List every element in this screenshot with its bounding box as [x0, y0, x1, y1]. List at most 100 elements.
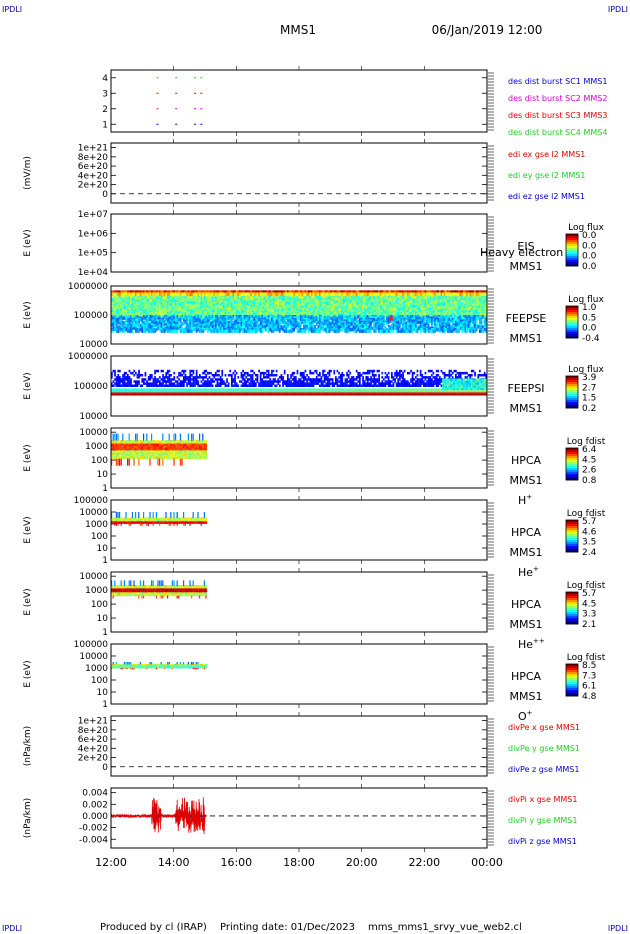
spectrogram-cell: [186, 292, 188, 297]
spectrogram-cell: [263, 292, 265, 297]
spectrogram-cell: [163, 292, 166, 297]
spectrogram-cell: [368, 290, 371, 294]
spectrogram-cell: [149, 329, 152, 333]
spectrogram-cell: [277, 325, 280, 329]
spectrogram-cell: [362, 329, 364, 333]
spectrogram-cell: [387, 290, 390, 294]
spectrogram-cell: [123, 290, 126, 294]
spectrogram-cell: [424, 292, 427, 297]
spectrogram-cell: [187, 326, 190, 330]
spectrogram-cell: [371, 292, 374, 297]
spectrogram-cell: [194, 316, 196, 320]
spectrogram-cell: [424, 322, 427, 326]
spectrogram-cell: [354, 290, 356, 294]
spectrogram-cell: [400, 290, 403, 294]
spectrogram-cell: [170, 322, 172, 326]
spectrogram-cell: [298, 292, 300, 297]
spectrogram-cell: [117, 320, 120, 325]
spectrogram-cell: [160, 317, 163, 322]
spectrogram-cell: [125, 316, 128, 320]
spectrogram-cell: [223, 292, 225, 297]
spectrogram-cell: [405, 292, 408, 297]
spectrogram-cell: [410, 315, 412, 319]
spectrogram-cell: [242, 317, 244, 322]
spectrogram-cell: [202, 315, 204, 319]
spectrogram-cell: [415, 322, 417, 326]
spectrogram-cell: [149, 325, 152, 329]
spectrogram-cell: [139, 292, 142, 297]
spectrogram-cell: [258, 292, 260, 297]
spectrogram-cell: [178, 320, 180, 325]
spectrogram-cell: [255, 315, 257, 319]
spectrogram-cell: [391, 319, 393, 323]
spectrogram-cell: [423, 290, 425, 294]
spectrogram-cell: [290, 323, 292, 328]
spectrogram-cell: [168, 292, 171, 297]
spectrogram-cell: [386, 292, 388, 297]
spectrogram-cell: [117, 290, 120, 294]
spectrogram-cell: [410, 290, 412, 294]
spectrogram-cell: [368, 320, 371, 325]
spectrogram-cell: [224, 292, 227, 297]
spectrogram-cell: [154, 319, 156, 323]
spectrogram-cell: [362, 316, 364, 320]
spectrogram-cell: [147, 292, 150, 297]
spectrogram-cell: [309, 292, 312, 297]
spectrogram-cell: [277, 316, 280, 320]
spectrogram-cell: [275, 292, 278, 297]
spectrogram-cell: [253, 329, 256, 333]
spectrogram-cell: [248, 290, 251, 294]
spectrogram-cell: [392, 326, 395, 330]
y-tick-label: 2: [102, 105, 108, 115]
spectrogram-cell: [336, 329, 339, 333]
figure-datetime: 06/Jan/2019 12:00: [432, 23, 543, 37]
y-axis-label: E (eV): [23, 229, 33, 256]
spectrogram-cell: [226, 290, 228, 294]
spectrogram-cell: [133, 326, 136, 330]
spectrogram-cell: [288, 329, 291, 333]
spectrogram-cell: [128, 290, 131, 294]
spectrogram-cell: [151, 292, 153, 297]
spectrogram-cell: [176, 315, 179, 319]
spectrogram-cell: [147, 317, 150, 322]
spectrogram-cell: [419, 320, 422, 325]
spectrogram-cell: [167, 290, 169, 294]
spectrogram-cell: [115, 290, 118, 294]
spectrogram-cell: [423, 320, 425, 325]
spectrogram-cell: [389, 290, 392, 294]
spectrogram-cell: [203, 292, 206, 297]
spectrogram-cell: [419, 292, 422, 297]
spectrogram-cell: [168, 329, 171, 333]
spectrogram-cell: [130, 329, 132, 333]
spectrogram-cell: [311, 292, 313, 297]
spectrogram-cell: [339, 290, 342, 294]
spectrogram-cell: [315, 290, 318, 294]
spectrogram-cell: [283, 329, 286, 333]
spectrogram-cell: [251, 323, 254, 328]
y-tick-label: 1e+06: [78, 229, 109, 239]
spectrogram-cell: [296, 292, 299, 297]
spectrogram-cell: [111, 292, 113, 297]
spectrogram-cell: [248, 329, 251, 333]
spectrogram-cell: [307, 322, 310, 326]
spectrogram-cell: [272, 320, 275, 325]
spectrogram-cell: [360, 292, 363, 297]
spectrogram-cell: [181, 329, 184, 333]
spectrogram-cell: [125, 292, 128, 297]
spectrogram-cell: [128, 315, 131, 319]
spectrogram-cell: [378, 320, 380, 325]
spectrogram-cell: [131, 292, 134, 297]
spectrogram-cell: [379, 290, 382, 294]
spectrogram-cell: [152, 290, 155, 294]
spectrogram-cell: [365, 292, 368, 297]
spectrogram-cell: [221, 329, 224, 333]
spectrogram-cell: [112, 292, 115, 297]
spectrogram-cell: [301, 315, 304, 319]
spectrogram-cell: [211, 315, 214, 319]
spectrogram-cell: [303, 290, 305, 294]
spectrogram-cell: [389, 292, 392, 297]
spectrogram-cell: [330, 316, 332, 320]
spectrogram-cell: [127, 292, 129, 297]
spectrogram-cell: [288, 322, 291, 326]
spectrogram-cell: [221, 292, 224, 297]
